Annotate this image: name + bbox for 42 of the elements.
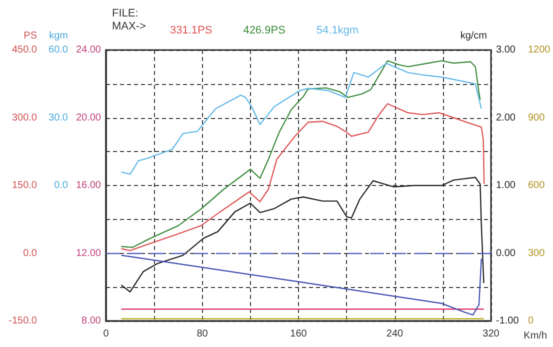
y2-tick-label: 0	[528, 316, 534, 326]
y-axis-title: PS	[24, 30, 38, 42]
y-tick-label: 0.00	[496, 248, 516, 259]
y-tick-label: 150.0	[12, 180, 38, 191]
y3-tick-label: 16.00	[76, 180, 102, 191]
y2-tick-label: 0.0	[54, 180, 68, 191]
x-tick-label: 0	[103, 328, 110, 340]
y-tick-label: 300.0	[12, 112, 38, 124]
y-tick-label: 0.0	[23, 248, 38, 259]
x-tick-label: 80	[196, 328, 208, 340]
y-axis-title: kg/cm	[460, 30, 487, 42]
y3-tick-label: 24.00	[76, 44, 102, 56]
text: 426.9PS	[243, 24, 286, 36]
line-series	[120, 176, 484, 292]
y3-tick-label: 12.00	[76, 248, 102, 259]
x-tick-label: 160	[290, 328, 308, 340]
y-tick-label: 3.00	[496, 44, 516, 56]
text: 54.1kgm	[316, 24, 359, 36]
y3-tick-label: 20.00	[76, 112, 102, 124]
y2-tick-label: 300	[528, 248, 546, 259]
y-tick-label: -1.00	[496, 316, 520, 326]
y2-axis-title: kgm	[49, 30, 68, 42]
y2-tick-label: 600	[528, 180, 546, 191]
line-series	[120, 103, 485, 252]
x-axis-title: Km/h	[524, 330, 548, 342]
y2-tick-label: 900	[528, 112, 546, 124]
x-tick-label: 320	[482, 328, 500, 340]
line-series	[120, 60, 481, 248]
y-tick-label: 1.00	[496, 180, 516, 191]
y-tick-label: 450.0	[12, 44, 38, 56]
line-series	[120, 254, 482, 316]
y2-tick-label: 30.0	[48, 112, 68, 124]
y2-tick-label: 1200	[528, 44, 551, 56]
y-tick-label: 2.00	[496, 112, 516, 124]
line-series	[120, 62, 482, 175]
y-tick-label: -150.0	[8, 316, 38, 326]
text: MAX->	[112, 20, 146, 32]
y2-tick-label: 60.0	[48, 44, 68, 56]
text: FILE:	[112, 8, 138, 20]
text: 331.1PS	[170, 24, 212, 36]
y3-tick-label: 8.00	[82, 316, 102, 326]
x-tick-label: 240	[386, 328, 404, 340]
